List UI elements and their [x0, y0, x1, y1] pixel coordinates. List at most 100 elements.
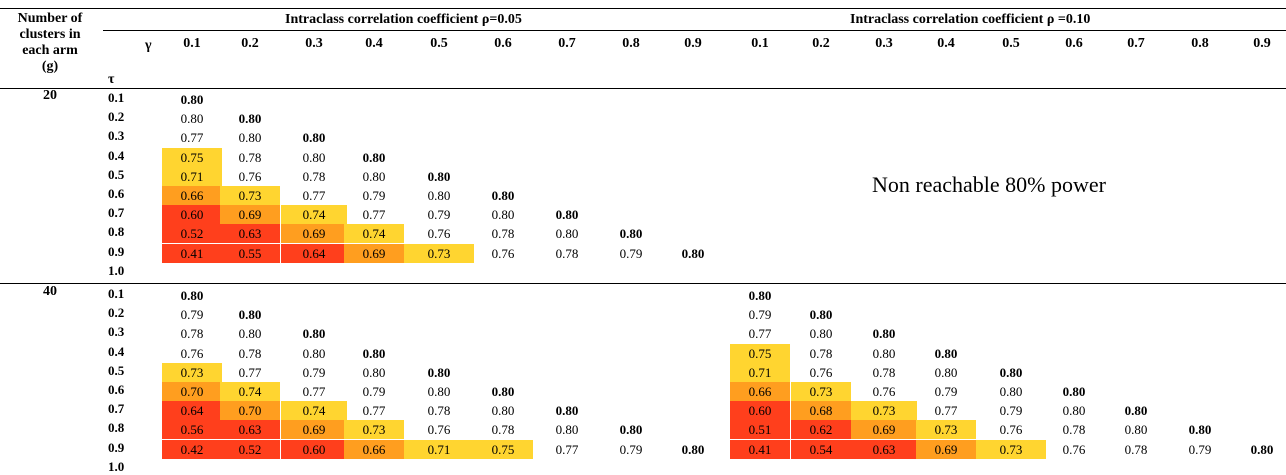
section-divider-rule: [0, 283, 1286, 284]
gamma-header-rho005: 0.8: [622, 36, 640, 51]
power-cell: 0.80: [1124, 403, 1148, 419]
power-cell: 0.79: [934, 384, 958, 399]
power-cell: 0.76: [491, 245, 515, 261]
tau-label: 0.5: [108, 362, 125, 378]
gamma-header-rho005: 0.2: [241, 36, 259, 51]
power-cell: 0.80: [681, 245, 705, 261]
tau-label: 0.3: [108, 324, 125, 340]
power-cell: 0.75: [162, 147, 222, 167]
power-cell: 0.74: [281, 401, 347, 421]
power-cell: 0.69: [916, 439, 976, 459]
gamma-symbol: γ: [145, 38, 152, 53]
power-cell: 0.80: [238, 130, 262, 146]
gamma-header-rho005: 0.9: [684, 36, 702, 51]
power-cell: 0.78: [238, 149, 262, 165]
power-cell: 0.80: [934, 345, 958, 361]
power-cell: 0.66: [730, 382, 790, 401]
power-cell: 0.79: [302, 364, 326, 380]
power-cell: 0.70: [162, 382, 222, 401]
power-cell: 0.73: [162, 362, 222, 382]
power-cell: 0.76: [427, 226, 451, 242]
power-cell: 0.78: [302, 168, 326, 184]
power-cell: 0.73: [916, 420, 976, 440]
power-cell: 0.56: [162, 420, 222, 440]
power-cell: 0.74: [344, 224, 404, 244]
power-cell: 0.73: [791, 382, 851, 401]
power-cell: 0.78: [809, 345, 833, 361]
power-cell: 0.76: [999, 422, 1023, 438]
gamma-header-rho010: 0.3: [875, 36, 893, 51]
power-cell: 0.64: [281, 243, 347, 263]
power-cell: 0.73: [404, 243, 474, 263]
power-cell: 0.78: [180, 326, 204, 342]
power-cell: 0.80: [555, 422, 579, 438]
power-cell: 0.63: [220, 420, 280, 440]
power-cell: 0.64: [162, 401, 222, 421]
non-reachable-note: Non reachable 80% power: [872, 172, 1106, 197]
gamma-header-rho010: 0.9: [1253, 36, 1271, 51]
power-cell: 0.77: [934, 403, 958, 419]
power-cell: 0.80: [302, 130, 326, 146]
power-cell: 0.80: [934, 364, 958, 380]
cluster-count-header: Number of clusters in each arm (g): [0, 11, 100, 75]
group-header-rule: [103, 30, 1286, 31]
header-bottom-rule: [0, 88, 1286, 89]
power-cell: 0.70: [220, 401, 280, 421]
power-cell: 0.78: [872, 364, 896, 380]
power-cell: 0.74: [281, 205, 347, 225]
cluster-count-header-line: clusters in: [19, 27, 81, 42]
power-cell: 0.80: [555, 226, 579, 242]
tau-label: 0.5: [108, 166, 125, 182]
power-cell: 0.79: [748, 307, 772, 323]
power-cell: 0.80: [748, 288, 772, 303]
power-cell: 0.75: [473, 439, 533, 459]
tau-label: 0.8: [108, 420, 125, 436]
tau-label: 0.9: [108, 243, 125, 259]
power-cell: 0.54: [791, 439, 851, 459]
gamma-header-rho005: 0.7: [558, 36, 576, 51]
power-cell: 0.52: [220, 439, 280, 459]
gamma-header-rho010: 0.2: [812, 36, 830, 51]
power-cell: 0.60: [281, 439, 347, 459]
power-cell: 0.73: [851, 401, 917, 421]
power-cell: 0.41: [162, 243, 222, 263]
power-cell: 0.80: [1062, 403, 1086, 419]
gamma-header-rho010: 0.1: [751, 36, 769, 51]
power-cell: 0.69: [281, 224, 347, 244]
power-cell: 0.80: [1188, 422, 1212, 438]
power-cell: 0.78: [491, 226, 515, 242]
power-cell: 0.76: [427, 422, 451, 438]
power-cell: 0.78: [491, 422, 515, 438]
power-cell: 0.55: [220, 243, 280, 263]
power-cell: 0.80: [362, 345, 386, 361]
power-cell: 0.76: [809, 364, 833, 380]
cluster-count-40: 40: [43, 284, 57, 299]
power-cell: 0.76: [180, 345, 204, 361]
power-cell: 0.80: [180, 288, 204, 303]
tau-label: 0.4: [108, 343, 125, 359]
power-cell: 0.79: [180, 307, 204, 323]
power-cell: 0.80: [491, 384, 515, 399]
power-cell: 0.77: [238, 364, 262, 380]
gamma-header-rho010: 0.4: [937, 36, 955, 51]
power-cell: 0.69: [344, 243, 404, 263]
power-cell: 0.80: [180, 111, 204, 127]
power-cell: 0.78: [1062, 422, 1086, 438]
power-cell: 0.80: [302, 149, 326, 165]
tau-label: 0.7: [108, 205, 125, 221]
power-cell: 0.80: [999, 384, 1023, 399]
tau-label: 0.6: [108, 382, 125, 397]
power-cell: 0.78: [555, 245, 579, 261]
power-cell: 0.78: [1124, 441, 1148, 457]
power-cell: 0.71: [404, 439, 474, 459]
power-cell: 0.77: [302, 384, 326, 399]
power-cell: 0.80: [555, 403, 579, 419]
power-cell: 0.79: [619, 245, 643, 261]
power-cell: 0.80: [1124, 422, 1148, 438]
tau-label: 0.2: [108, 109, 125, 125]
cluster-count-20: 20: [43, 88, 57, 103]
power-cell: 0.63: [851, 439, 917, 459]
power-cell: 0.63: [220, 224, 280, 244]
power-cell: 0.77: [555, 441, 579, 457]
power-cell: 0.80: [619, 422, 643, 438]
